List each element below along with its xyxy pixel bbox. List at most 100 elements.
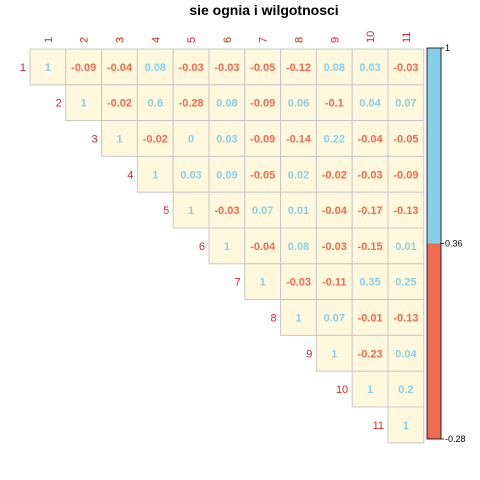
correlation-value: -0.03 — [322, 241, 347, 253]
correlation-value: 1 — [224, 241, 230, 253]
correlation-value: -0.03 — [214, 205, 239, 217]
row-label: 1 — [20, 62, 26, 74]
correlation-value: -0.13 — [393, 205, 418, 217]
colorbar-negative-segment — [427, 243, 441, 439]
correlation-cell — [280, 120, 317, 157]
correlation-value: 1 — [331, 348, 337, 360]
correlation-value: 0.35 — [359, 277, 380, 289]
correlation-value: -0.09 — [250, 98, 275, 110]
correlation-cells — [29, 48, 425, 444]
column-labels: 1 2 3 4 5 6 7 8 9 10 11 — [43, 31, 413, 43]
correlation-cell — [315, 84, 353, 122]
correlation-value: 0.02 — [288, 169, 309, 181]
correlation-cell — [351, 120, 389, 157]
colorbar: 1 0.36 -0.28 — [426, 43, 466, 444]
correlation-value: 1 — [188, 205, 194, 217]
row-label: 2 — [56, 98, 62, 110]
correlation-cell — [208, 120, 246, 157]
correlation-value: 1 — [45, 62, 51, 74]
correlation-value: -0.05 — [393, 134, 418, 146]
correlation-value: -0.15 — [358, 241, 383, 253]
correlation-value: -0.04 — [107, 62, 133, 74]
correlation-value: 1 — [81, 98, 87, 110]
correlation-cell — [387, 370, 425, 408]
correlation-value: -0.14 — [286, 134, 312, 146]
correlation-value: -0.03 — [214, 62, 239, 74]
correlation-cell — [351, 84, 389, 122]
correlation-cell — [101, 84, 138, 122]
correlation-value: 0.09 — [216, 169, 237, 181]
correlation-value: 0.2 — [398, 384, 413, 396]
column-label: 5 — [186, 37, 198, 43]
correlation-value: 0.25 — [395, 277, 416, 289]
correlation-value: -0.02 — [322, 169, 347, 181]
correlation-cell — [387, 263, 425, 301]
column-label: 8 — [294, 37, 306, 43]
correlation-value: 1 — [260, 277, 266, 289]
correlation-cell — [101, 48, 138, 86]
column-label: 3 — [115, 37, 127, 43]
correlation-value: 1 — [152, 169, 158, 181]
correlation-value: 0.01 — [395, 241, 416, 253]
correlation-cell — [244, 48, 282, 86]
correlation-value: 0.08 — [216, 98, 237, 110]
correlation-cell — [280, 84, 317, 122]
correlation-cell — [172, 84, 210, 122]
correlation-value: 1 — [295, 313, 301, 325]
correlation-cell — [387, 48, 425, 86]
correlation-cell — [387, 299, 425, 336]
correlation-value: -0.02 — [143, 134, 168, 146]
colorbar-positive-segment — [427, 48, 441, 244]
column-label: 2 — [79, 37, 91, 43]
correlation-value: 0.22 — [324, 134, 345, 146]
correlation-value: -0.04 — [250, 241, 276, 253]
correlation-value: -0.11 — [322, 277, 346, 289]
row-label: 4 — [127, 169, 133, 181]
correlation-values: 1 -0.09 -0.04 0.08 -0.03 -0.03 -0.05 -0.12 0.08 0… — [45, 62, 419, 432]
row-label: 5 — [163, 205, 169, 217]
correlation-value: -0.09 — [393, 169, 418, 181]
column-label: 7 — [258, 37, 270, 43]
row-label: 9 — [306, 348, 312, 360]
correlation-value: 0.04 — [395, 348, 417, 360]
correlation-value: -0.03 — [179, 62, 204, 74]
correlation-value: -0.23 — [358, 348, 383, 360]
correlation-value: 0.07 — [252, 205, 273, 217]
correlation-cell — [387, 84, 425, 122]
correlation-value: 0 — [188, 134, 194, 146]
correlation-value: 1 — [367, 384, 373, 396]
correlation-value: -0.01 — [358, 313, 383, 325]
correlation-cell — [244, 263, 282, 301]
correlation-value: -0.03 — [358, 169, 383, 181]
column-label: 10 — [365, 31, 377, 43]
correlation-cell — [208, 84, 246, 122]
correlation-cell — [387, 155, 425, 193]
correlation-value: -0.03 — [393, 62, 418, 74]
correlation-value: 0.08 — [324, 62, 345, 74]
correlation-value: -0.13 — [393, 313, 418, 325]
correlation-cell — [315, 120, 353, 157]
correlation-cell — [244, 155, 282, 193]
correlation-value: 0.03 — [180, 169, 201, 181]
correlation-cell — [315, 191, 353, 229]
correlation-cell — [387, 334, 425, 372]
correlation-cell — [387, 406, 425, 444]
correlation-value: -0.05 — [250, 169, 275, 181]
correlation-cell — [280, 263, 317, 301]
correlation-cell — [244, 227, 282, 265]
correlation-cell — [315, 48, 353, 86]
column-label: 11 — [401, 32, 413, 43]
correlation-cell — [244, 191, 282, 229]
column-label: 9 — [329, 37, 341, 43]
row-label: 11 — [373, 420, 384, 432]
correlation-value: -0.03 — [286, 277, 311, 289]
correlation-value: 0.6 — [148, 98, 163, 110]
correlation-cell — [29, 48, 67, 86]
correlation-value: -0.09 — [250, 134, 275, 146]
correlation-value: -0.09 — [71, 62, 96, 74]
correlation-value: -0.12 — [286, 62, 311, 74]
row-label: 6 — [199, 241, 205, 253]
correlation-value: -0.02 — [107, 98, 132, 110]
correlation-value: -0.28 — [179, 98, 204, 110]
